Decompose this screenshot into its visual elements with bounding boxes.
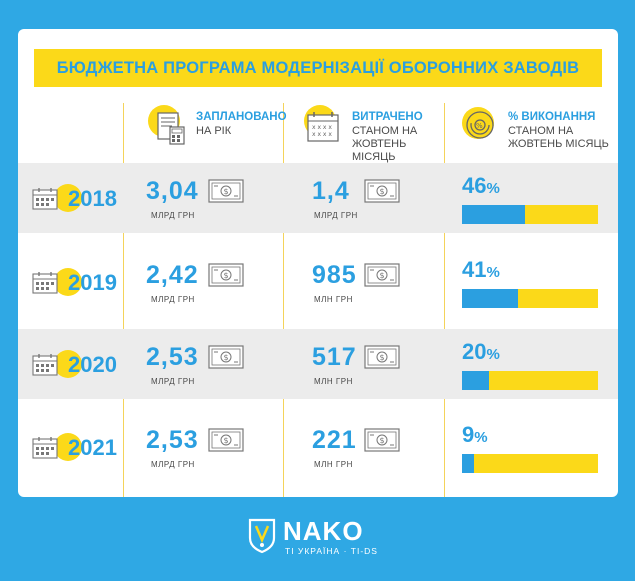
column-divider — [283, 103, 284, 497]
svg-text:$: $ — [380, 187, 385, 196]
percent-value: 20 — [462, 339, 487, 364]
banknote-icon: $ — [364, 426, 402, 459]
header-planned: ЗАПЛАНОВАНО НА РІК — [148, 105, 287, 165]
column-divider — [123, 103, 124, 497]
spent-value: 221 — [312, 426, 357, 454]
year-cell: 2020 — [32, 344, 124, 384]
progress-header-line2: СТАНОМ НА — [508, 125, 574, 137]
calendar-icon — [32, 353, 60, 382]
progress-header-title: % ВИКОНАННЯ — [508, 111, 596, 123]
spent-unit: МЛН ГРН — [314, 377, 353, 386]
planned-value: 2,42 — [146, 261, 199, 289]
planned-header-title: ЗАПЛАНОВАНО — [196, 111, 287, 123]
svg-text:$: $ — [380, 271, 385, 280]
planned-unit: МЛРД ГРН — [151, 377, 195, 386]
percent-value: 41 — [462, 257, 487, 282]
svg-text:$: $ — [380, 353, 385, 362]
percent-dial-icon: % — [462, 107, 494, 139]
svg-text:$: $ — [224, 353, 229, 362]
calculator-document-icon — [148, 105, 185, 145]
page-title: БЮДЖЕТНА ПРОГРАМА МОДЕРНІЗАЦІЇ ОБОРОННИХ… — [56, 58, 580, 77]
spent-header-line2: СТАНОМ НА — [352, 125, 418, 137]
planned-header-subtitle: НА РІК — [196, 125, 232, 137]
year-cell: 2021 — [32, 427, 124, 467]
banknote-icon: $ — [208, 426, 246, 459]
year-label: 2020 — [68, 352, 117, 377]
percent-sign: % — [486, 264, 500, 281]
logo: NAKO TI УКРАЇНА · TI-DS — [0, 514, 635, 574]
progress-bar-fill — [462, 289, 518, 308]
progress-bar — [462, 205, 598, 224]
progress-bar — [462, 454, 598, 473]
svg-text:$: $ — [380, 436, 385, 445]
calendar-icon — [32, 436, 60, 465]
spent-unit: МЛН ГРН — [314, 460, 353, 469]
banknote-icon: $ — [364, 261, 402, 294]
planned-value: 2,53 — [146, 426, 199, 454]
spent-value: 517 — [312, 343, 357, 371]
title-bar: БЮДЖЕТНА ПРОГРАМА МОДЕРНІЗАЦІЇ ОБОРОННИХ… — [34, 49, 602, 87]
table-row: 2019 2,42 $ МЛРД ГРН 985 $ МЛН ГРН 41% — [18, 247, 618, 317]
planned-value: 3,04 — [146, 177, 199, 205]
svg-text:$: $ — [224, 187, 229, 196]
percent-label: 20% — [462, 339, 500, 365]
banknote-icon: $ — [364, 343, 402, 376]
progress-bar-fill — [462, 454, 475, 473]
planned-unit: МЛРД ГРН — [151, 460, 195, 469]
table-row: 2020 2,53 $ МЛРД ГРН 517 $ МЛН ГРН 20% — [18, 329, 618, 399]
progress-bar-fill — [462, 371, 490, 390]
calendar-icon — [32, 271, 60, 300]
spent-value: 1,4 — [312, 177, 350, 205]
progress-bar — [462, 371, 598, 390]
spent-value: 985 — [312, 261, 357, 289]
year-circle — [54, 184, 82, 212]
percent-sign: % — [474, 429, 488, 446]
table-row: 2018 3,04 $ МЛРД ГРН 1,4 $ МЛРД ГРН 46% — [18, 163, 618, 233]
header-spent: x x x x x x x x ВИТРАЧЕНО СТАНОМ НА ЖОВТ… — [304, 105, 444, 165]
planned-value: 2,53 — [146, 343, 199, 371]
calendar-icon — [32, 187, 60, 216]
year-circle — [54, 350, 82, 378]
percent-sign: % — [486, 346, 500, 363]
percent-value: 46 — [462, 173, 487, 198]
year-label: 2021 — [68, 435, 117, 460]
year-label: 2019 — [68, 270, 117, 295]
year-cell: 2019 — [32, 262, 124, 302]
logo-name: NAKO — [283, 516, 364, 546]
svg-text:x x x x: x x x x — [312, 131, 332, 138]
header-progress: % % ВИКОНАННЯ СТАНОМ НА ЖОВТЕНЬ МІСЯЦЬ — [462, 105, 612, 165]
year-label: 2018 — [68, 186, 117, 211]
progress-bar — [462, 289, 598, 308]
planned-unit: МЛРД ГРН — [151, 211, 195, 220]
year-circle — [54, 433, 82, 461]
spent-unit: МЛН ГРН — [314, 295, 353, 304]
svg-text:$: $ — [224, 271, 229, 280]
table-row: 2021 2,53 $ МЛРД ГРН 221 $ МЛН ГРН 9% — [18, 412, 618, 482]
progress-header-line3: ЖОВТЕНЬ МІСЯЦЬ — [508, 138, 609, 150]
calendar-icon: x x x x x x x x — [304, 105, 339, 142]
shield-icon — [248, 518, 276, 554]
banknote-icon: $ — [208, 343, 246, 376]
column-divider — [444, 103, 445, 497]
spent-header-title: ВИТРАЧЕНО — [352, 111, 423, 123]
progress-bar-fill — [462, 205, 525, 224]
percent-label: 9% — [462, 422, 488, 448]
svg-text:x x x x: x x x x — [312, 124, 332, 131]
percent-sign: % — [486, 180, 500, 197]
spent-unit: МЛРД ГРН — [314, 211, 358, 220]
infographic-card: БЮДЖЕТНА ПРОГРАМА МОДЕРНІЗАЦІЇ ОБОРОННИХ… — [18, 29, 618, 497]
year-circle — [54, 268, 82, 296]
banknote-icon: $ — [208, 261, 246, 294]
percent-label: 46% — [462, 173, 500, 199]
logo-subtitle: TI УКРАЇНА · TI-DS — [285, 546, 378, 556]
spent-header-line3: ЖОВТЕНЬ МІСЯЦЬ — [352, 138, 407, 163]
planned-unit: МЛРД ГРН — [151, 295, 195, 304]
percent-label: 41% — [462, 257, 500, 283]
svg-text:$: $ — [224, 436, 229, 445]
percent-value: 9 — [462, 422, 475, 447]
banknote-icon: $ — [208, 177, 246, 210]
banknote-icon: $ — [364, 177, 402, 210]
svg-text:%: % — [476, 122, 483, 130]
year-cell: 2018 — [32, 178, 124, 218]
